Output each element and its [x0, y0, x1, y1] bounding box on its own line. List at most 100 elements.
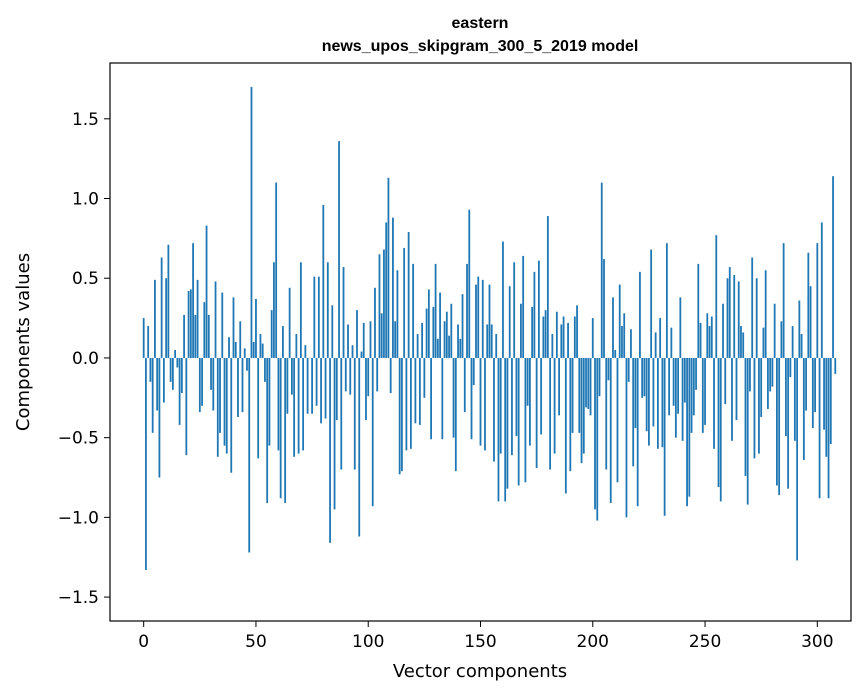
bar-6 [156, 357, 159, 411]
bar-308 [834, 357, 837, 374]
bar-260 [726, 278, 729, 358]
bar-20 [187, 290, 190, 358]
bar-161 [504, 357, 507, 502]
bar-125 [423, 357, 426, 398]
bar-214 [623, 313, 626, 358]
bar-238 [677, 357, 679, 414]
bar-123 [418, 357, 421, 425]
bar-281 [773, 303, 776, 358]
bar-171 [526, 357, 529, 406]
bar-72 [304, 345, 307, 358]
y-axis: −1.5 −1.0 −0.5 0.0 0.5 1.0 1.5 [58, 110, 110, 608]
bar-21 [189, 289, 192, 358]
bar-80 [322, 204, 325, 358]
bar-290 [793, 357, 796, 441]
bar-107 [383, 249, 385, 358]
bar-77 [315, 357, 318, 406]
bar-174 [533, 271, 536, 358]
y-tick-label: 1.0 [72, 190, 99, 210]
bars-group [142, 86, 837, 570]
bar-298 [811, 357, 814, 429]
bar-53 [261, 343, 264, 358]
bar-7 [158, 357, 161, 478]
bar-219 [634, 357, 637, 429]
bar-157 [495, 334, 498, 358]
bar-147 [472, 357, 475, 386]
bar-167 [517, 357, 520, 486]
bar-240 [681, 357, 684, 441]
bar-117 [405, 357, 408, 451]
bar-135 [445, 311, 448, 358]
bar-109 [387, 177, 390, 358]
bar-111 [392, 217, 394, 358]
bar-254 [713, 357, 715, 449]
bar-172 [529, 357, 531, 446]
bar-273 [755, 278, 758, 358]
bar-221 [639, 271, 641, 358]
bar-79 [320, 357, 322, 424]
bar-307 [832, 176, 834, 358]
bar-93 [351, 345, 354, 358]
bar-26 [201, 357, 203, 406]
bar-113 [396, 270, 399, 358]
x-tick-label: 50 [245, 632, 267, 652]
bar-289 [791, 326, 794, 358]
bar-126 [425, 308, 428, 358]
bar-15 [176, 357, 179, 368]
bar-220 [636, 357, 639, 507]
bar-60 [277, 357, 280, 451]
bar-51 [257, 357, 260, 459]
bar-106 [380, 313, 383, 358]
bar-194 [578, 357, 581, 433]
bar-134 [443, 321, 446, 358]
bar-140 [457, 324, 459, 358]
bar-122 [416, 334, 419, 358]
bar-45 [243, 348, 246, 358]
bar-68 [295, 334, 298, 358]
bar-158 [497, 357, 500, 502]
bar-16 [178, 357, 181, 425]
bar-28 [205, 225, 208, 358]
bar-156 [493, 357, 495, 462]
bar-296 [807, 252, 810, 358]
bar-223 [643, 357, 646, 397]
bar-264 [735, 357, 738, 421]
bar-225 [648, 357, 650, 446]
bar-168 [520, 303, 522, 358]
bar-285 [782, 243, 785, 358]
bar-63 [284, 357, 287, 504]
bar-206 [605, 357, 608, 470]
x-tick-label: 300 [801, 632, 833, 652]
bar-205 [603, 259, 605, 358]
bar-133 [441, 357, 444, 440]
bar-234 [668, 357, 671, 416]
bar-102 [371, 357, 374, 507]
bar-112 [394, 321, 397, 358]
bar-275 [760, 357, 763, 417]
bar-46 [246, 357, 248, 371]
bar-145 [468, 209, 471, 358]
bar-142 [461, 294, 464, 358]
bar-23 [194, 314, 197, 358]
bar-217 [630, 329, 632, 358]
bar-284 [780, 321, 783, 358]
bar-294 [802, 357, 805, 460]
bar-119 [409, 357, 412, 449]
bar-49 [252, 342, 255, 358]
bar-29 [207, 314, 210, 358]
bar-297 [809, 286, 812, 358]
bar-38 [228, 337, 230, 358]
bar-261 [728, 267, 731, 358]
bar-89 [342, 267, 345, 358]
bar-143 [463, 357, 466, 413]
x-tick-label: 0 [138, 632, 149, 652]
bar-193 [576, 305, 578, 358]
bar-263 [733, 275, 736, 358]
bar-83 [329, 357, 331, 543]
y-tick-label: −1.0 [58, 508, 99, 528]
bar-286 [784, 357, 787, 437]
bar-246 [695, 357, 697, 390]
bar-130 [434, 263, 437, 358]
bar-303 [823, 357, 825, 430]
